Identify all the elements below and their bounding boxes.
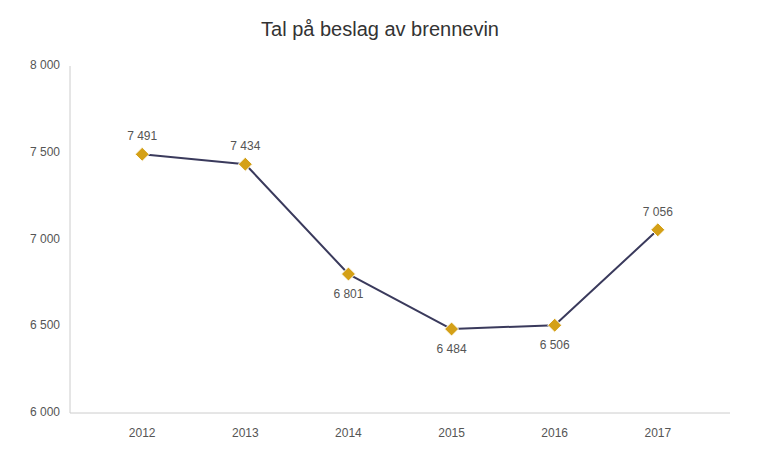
- y-tick-label: 8 000: [30, 58, 60, 72]
- x-tick-label: 2013: [232, 426, 259, 440]
- line: [142, 154, 658, 329]
- chart-svg: Tal på beslag av brennevin 6 000 6 500 7 00…: [0, 0, 760, 463]
- data-label: 7 491: [127, 129, 157, 143]
- y-tick-label: 6 500: [30, 318, 60, 332]
- data-label: 6 801: [333, 287, 363, 301]
- data-label: 7 434: [230, 139, 260, 153]
- y-axis-line: [70, 66, 71, 413]
- plot-area: [135, 147, 665, 336]
- marker: [135, 147, 149, 161]
- x-tick-label: 2016: [541, 426, 568, 440]
- chart-container: Tal på beslag av brennevin 6 000 6 500 7 00…: [0, 0, 760, 463]
- marker: [445, 322, 459, 336]
- y-tick-label: 7 000: [30, 232, 60, 246]
- x-tick-label: 2012: [129, 426, 156, 440]
- x-tick-label: 2017: [644, 426, 671, 440]
- x-axis-line: [70, 413, 730, 414]
- marker: [341, 267, 355, 281]
- marker: [548, 318, 562, 332]
- x-tick-label: 2015: [438, 426, 465, 440]
- y-tick-label: 7 500: [30, 145, 60, 159]
- x-tick-label: 2014: [335, 426, 362, 440]
- marker: [238, 157, 252, 171]
- marker: [651, 223, 665, 237]
- title: Tal på beslag av brennevin: [261, 18, 499, 40]
- data-label: 6 484: [437, 342, 467, 356]
- y-tick-label: 6 000: [30, 405, 60, 419]
- data-label: 7 056: [643, 205, 673, 219]
- data-label: 6 506: [540, 338, 570, 352]
